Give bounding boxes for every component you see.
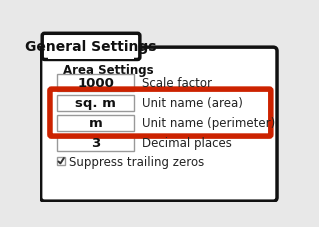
FancyBboxPatch shape [41,48,277,201]
Bar [57,157,65,166]
Bar [57,135,134,151]
Text: Unit name (area): Unit name (area) [142,97,243,110]
Text: 3: 3 [91,136,100,149]
Text: Unit name (perimeter): Unit name (perimeter) [142,117,275,130]
Bar [57,95,134,111]
Bar [48,53,134,59]
Bar [57,115,134,131]
Text: sq. m: sq. m [75,97,116,110]
Text: Scale factor: Scale factor [142,77,212,90]
FancyBboxPatch shape [42,34,140,60]
Text: Area Settings: Area Settings [63,64,154,77]
Bar [57,75,134,91]
Text: m: m [89,117,102,130]
Text: Suppress trailing zeros: Suppress trailing zeros [69,155,204,168]
Text: 1000: 1000 [77,77,114,90]
Text: General Settings: General Settings [25,39,157,53]
Text: Decimal places: Decimal places [142,136,232,149]
